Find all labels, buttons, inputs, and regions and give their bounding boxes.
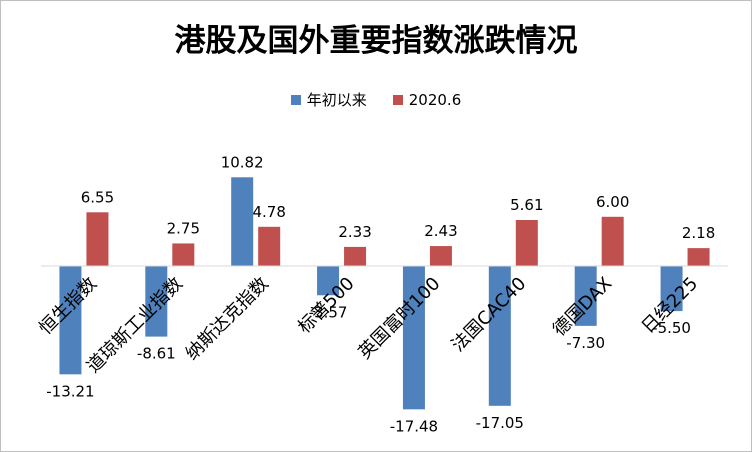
bar-s2-2 — [172, 243, 195, 266]
legend-item-series-1: 年初以来 — [290, 89, 367, 110]
legend-label-series-2: 2020.6 — [408, 90, 462, 109]
legend-item-series-2: 2020.6 — [392, 89, 462, 110]
bar-s1-6 — [488, 266, 511, 406]
bar-s2-3 — [258, 226, 281, 266]
bar-s2-8 — [687, 248, 710, 266]
value-label-s2-5: 2.43 — [424, 222, 457, 240]
bar-s2-5 — [429, 246, 452, 266]
legend-label-series-1: 年初以来 — [306, 91, 367, 109]
value-label-s1-7: -7.30 — [566, 334, 605, 352]
bar-s1-8 — [660, 266, 683, 312]
value-label-s1-5: -17.48 — [390, 417, 438, 435]
value-label-s2-4: 2.33 — [338, 223, 371, 241]
bar-s2-1 — [86, 212, 109, 266]
bar-s2-4 — [344, 246, 367, 266]
value-label-s1-3: 10.82 — [221, 153, 264, 171]
bar-s1-7 — [574, 266, 597, 326]
value-label-s1-1: -13.21 — [46, 382, 94, 400]
value-label-s1-8: -5.50 — [652, 319, 691, 337]
legend-swatch-series-1 — [290, 94, 301, 105]
value-label-s2-2: 2.75 — [167, 219, 200, 237]
value-label-s2-3: 4.78 — [252, 203, 285, 221]
value-label-s2-7: 6.00 — [596, 193, 629, 211]
bar-s1-5 — [402, 266, 425, 410]
value-label-s2-8: 2.18 — [682, 224, 715, 242]
value-label-s1-4: -3.57 — [309, 303, 348, 321]
category-label-3: 纳斯达克指数 — [182, 273, 273, 364]
bar-s2-6 — [515, 219, 538, 266]
bar-s2-7 — [601, 216, 624, 266]
bar-s1-1 — [59, 266, 82, 375]
legend: 年初以来 2020.6 — [1, 89, 751, 110]
bar-s1-4 — [317, 266, 340, 296]
value-label-s1-2: -8.61 — [137, 345, 176, 363]
bar-s1-3 — [231, 177, 254, 266]
value-label-s2-1: 6.55 — [81, 188, 114, 206]
value-label-s2-6: 5.61 — [510, 196, 543, 214]
bar-s1-2 — [145, 266, 168, 337]
category-label-5: 英国富时100 — [354, 273, 444, 363]
chart-title: 港股及国外重要指数涨跌情况 — [174, 23, 578, 59]
value-label-s1-6: -17.05 — [476, 414, 524, 432]
legend-swatch-series-2 — [392, 94, 403, 105]
